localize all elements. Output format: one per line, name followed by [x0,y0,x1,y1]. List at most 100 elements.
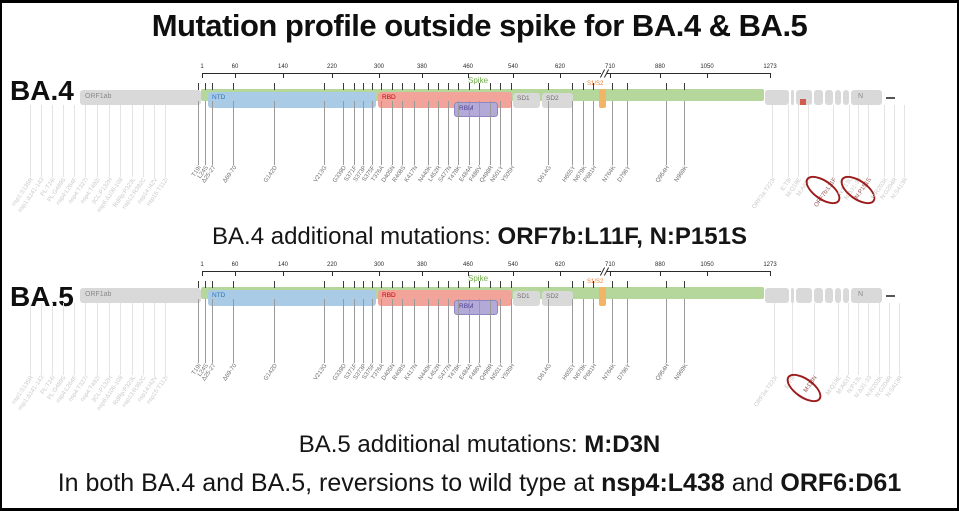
mutation-tick [479,281,480,288]
mutation-tick [490,281,491,288]
mutation-label: D614G [537,165,553,185]
mutation-tick [381,281,382,288]
mutation-line [143,105,144,177]
mutation-line [884,105,885,177]
axis-tick [560,73,561,78]
mutation-line [205,299,206,363]
mutation-line [85,105,86,177]
mutation-tick [469,281,470,288]
mutation-tick [212,281,213,288]
genome-end-dash [886,295,895,297]
axis-tick [422,73,423,78]
mutation-line [74,105,75,177]
mutation-line [448,299,449,363]
mutation-line [666,299,667,363]
axis-tick [560,271,561,276]
mutation-line [490,101,491,165]
mutation-tick [490,83,491,90]
axis-tick-label: 1050 [700,262,714,268]
gene-segment [814,288,823,303]
axis-tick-label: 60 [231,262,239,268]
mutation-tick [414,281,415,288]
mutation-tick [612,83,613,90]
mutation-line [402,299,403,363]
mutation-line [458,101,459,165]
spike-domain-label: NTD [212,94,226,101]
axis-tick [283,271,284,276]
mutation-label: D796Y [616,165,632,184]
mutation-tick [402,281,403,288]
axis-tick [513,271,514,276]
mutation-label: ORF3a:T223I [753,375,779,409]
mutation-line [372,101,373,165]
mutation-line [41,105,42,177]
mutation-line [612,299,613,363]
mutation-label: D614G [537,363,553,383]
spike-domain-label: RBD [382,94,396,101]
mutation-tick [402,83,403,90]
orf1ab-gene: ORF1ab [80,288,201,303]
gene-segment [791,288,794,303]
spike-domain-label: RBD [382,292,396,299]
mutation-line [30,303,31,375]
axis-break-gap [601,72,606,75]
mutation-label: Δ69-70 [221,363,238,383]
mutation-line [572,101,573,165]
mutation-line [593,299,594,363]
s1s2-cleavage-bar [599,287,606,306]
mutation-line [666,101,667,165]
mutation-line [354,299,355,363]
ba4-caption-mutations: ORF7b:L11F, N:P151S [497,223,747,250]
mutation-tick [666,281,667,288]
spike-label: Spike [468,76,489,85]
mutation-tick [343,83,344,90]
axis-break-gap [601,270,606,273]
mutation-line [899,303,900,375]
mutation-tick [684,281,685,288]
mutation-line [500,299,501,363]
mutation-line [324,101,325,165]
s1s2-label: S1/S2 [587,279,604,285]
mutation-label: Δ69-70 [221,165,238,185]
mutation-line [511,299,512,363]
axis-tick [332,271,333,276]
mutation-line [63,105,64,177]
mutation-label: D796Y [616,363,632,382]
mutation-tick [593,83,594,90]
spike-domain-sd1: SD1 [513,291,540,306]
mutation-line [372,299,373,363]
axis-tick [513,73,514,78]
axis-tick-label: 880 [654,262,665,268]
mutation-label: G142D [263,363,279,383]
mutation-line [363,101,364,165]
mutation-tick [205,83,206,90]
axis-tick-label: 1 [200,262,204,268]
axis-tick-label: 1050 [700,64,714,70]
mutation-tick [354,83,355,90]
mutation-line [593,101,594,165]
mutation-line [165,303,166,375]
mutation-tick [684,83,685,90]
axis-tick-label: 220 [326,262,337,268]
mutation-line [414,299,415,363]
mutation-line [490,299,491,363]
mutation-line [74,303,75,375]
mutation-line [428,299,429,363]
n-gene-label: N [858,93,864,100]
axis-tick-label: 380 [416,262,427,268]
mutation-line [165,105,166,177]
s1s2-cleavage-bar [599,89,606,108]
mutation-line [774,303,775,375]
mutation-line [132,303,133,375]
axis-tick-label: 140 [277,64,288,70]
mutation-tick [469,83,470,90]
gene-segment [835,90,841,105]
reversion-note-prefix: In both BA.4 and BA.5, reversions to wil… [57,469,602,497]
orf1ab-label: ORF1ab [85,291,112,298]
axis-tick [770,73,771,78]
mutation-tick [511,83,512,90]
mutation-line [233,101,234,165]
reversion-orf6: ORF6:D61 [780,469,902,497]
mutation-tick [572,281,573,288]
mutation-tick [479,83,480,90]
